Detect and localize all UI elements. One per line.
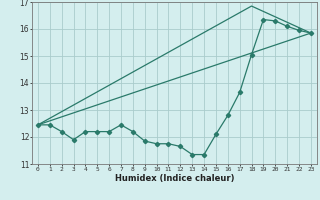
X-axis label: Humidex (Indice chaleur): Humidex (Indice chaleur) [115, 174, 234, 183]
